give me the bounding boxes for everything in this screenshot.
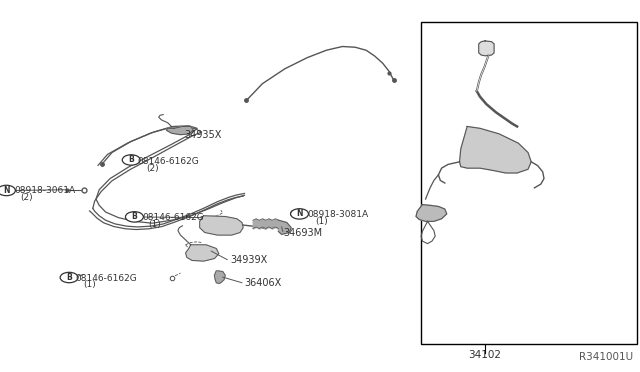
Text: 34939X: 34939X: [230, 255, 268, 264]
Polygon shape: [214, 271, 225, 283]
Circle shape: [122, 155, 140, 165]
Text: R341001U: R341001U: [579, 352, 634, 362]
Text: 08918-3061A: 08918-3061A: [14, 186, 76, 195]
Circle shape: [291, 209, 308, 219]
Polygon shape: [166, 126, 193, 135]
Text: B: B: [132, 212, 137, 221]
Text: 36406X: 36406X: [244, 278, 282, 288]
Text: (1): (1): [148, 220, 161, 229]
Polygon shape: [460, 126, 531, 173]
Circle shape: [125, 212, 143, 222]
Text: (2): (2): [146, 164, 159, 173]
Text: 34693M: 34693M: [283, 228, 322, 237]
Text: (1): (1): [83, 280, 96, 289]
Polygon shape: [186, 245, 219, 261]
Text: N: N: [296, 209, 303, 218]
Polygon shape: [278, 220, 291, 234]
Text: N: N: [3, 186, 10, 195]
Circle shape: [60, 272, 78, 283]
Polygon shape: [416, 205, 447, 221]
Text: B: B: [67, 273, 72, 282]
Text: 08918-3081A: 08918-3081A: [307, 210, 369, 219]
Text: 08146-6162G: 08146-6162G: [76, 274, 137, 283]
Polygon shape: [479, 41, 494, 56]
Text: 08146-6162G: 08146-6162G: [138, 157, 199, 166]
Text: B: B: [129, 155, 134, 164]
Bar: [421, 22, 637, 344]
Text: 08146-6162G: 08146-6162G: [142, 213, 204, 222]
Text: 34102: 34102: [468, 350, 502, 360]
Circle shape: [0, 185, 15, 196]
Text: (1): (1): [315, 217, 328, 226]
Polygon shape: [200, 216, 243, 235]
Text: 34935X: 34935X: [184, 130, 221, 140]
Text: (2): (2): [20, 193, 33, 202]
